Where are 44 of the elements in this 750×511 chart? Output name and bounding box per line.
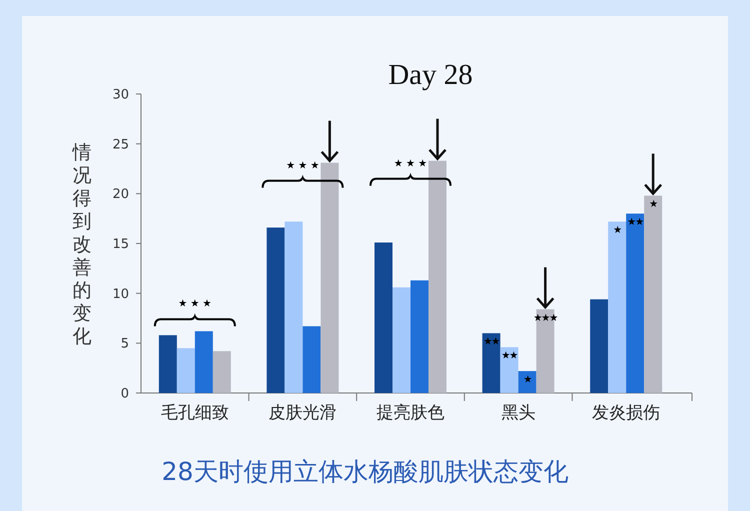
bar bbox=[608, 222, 626, 393]
bar bbox=[194, 331, 213, 393]
y-tick-label: 20 bbox=[112, 187, 129, 202]
x-tick-label: 提亮肤色 bbox=[376, 403, 444, 423]
text: 情况得到改善的变化 bbox=[72, 142, 92, 348]
bar bbox=[590, 299, 608, 393]
bar bbox=[212, 351, 231, 393]
x-tick-label: 发炎损伤 bbox=[592, 403, 660, 423]
annotation: ★ bbox=[613, 225, 622, 236]
x-tick-label: 皮肤光滑 bbox=[268, 403, 337, 423]
annotation: ★★ bbox=[483, 336, 500, 348]
bar bbox=[284, 222, 303, 393]
bar bbox=[644, 196, 662, 393]
annotation: ★★★ bbox=[533, 312, 558, 324]
bar bbox=[626, 214, 644, 393]
bar bbox=[410, 280, 428, 393]
bar bbox=[518, 371, 536, 393]
bar bbox=[302, 326, 321, 393]
x-tick-label: 毛孔细致 bbox=[160, 403, 229, 423]
y-tick-label: 30 bbox=[112, 88, 129, 103]
y-tick-label: 10 bbox=[112, 286, 129, 302]
annotation: ★★ bbox=[627, 217, 644, 228]
annotation: ★ ★ ★ bbox=[394, 158, 428, 170]
annotation: ★ bbox=[649, 199, 658, 210]
bar bbox=[374, 242, 392, 393]
y-tick-label: 5 bbox=[120, 336, 129, 352]
bar bbox=[428, 160, 446, 393]
annotation: ★★ bbox=[501, 350, 518, 362]
bar bbox=[482, 333, 500, 393]
bar bbox=[176, 348, 195, 393]
bar bbox=[158, 335, 177, 393]
annotation: ★ ★ ★ bbox=[178, 298, 212, 310]
bar bbox=[266, 228, 285, 393]
bar bbox=[392, 287, 410, 393]
y-tick-label: 25 bbox=[112, 137, 129, 152]
bar bbox=[500, 347, 518, 393]
annotation: ★ bbox=[523, 374, 532, 386]
chart-title: Day 28 bbox=[388, 59, 473, 91]
y-tick-label: 0 bbox=[120, 386, 129, 402]
annotation: ★ ★ ★ bbox=[286, 160, 320, 172]
text: 28天时使用立体水杨酸肌肤状态变化 bbox=[162, 457, 568, 486]
bar bbox=[320, 162, 339, 393]
y-tick-label: 15 bbox=[112, 237, 129, 252]
x-tick-label: 黑头 bbox=[501, 403, 536, 423]
